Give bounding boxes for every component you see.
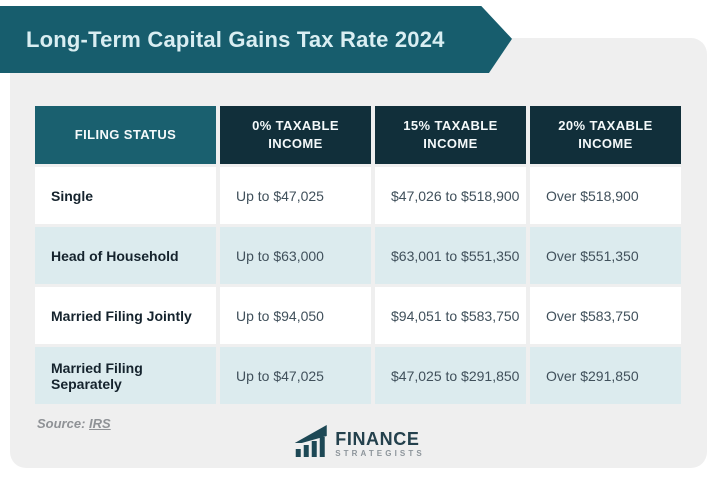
source-note: Source: IRS (37, 416, 111, 431)
content-card: FILING STATUS 0% TAXABLE INCOME 15% TAXA… (10, 38, 707, 468)
page-title: Long-Term Capital Gains Tax Rate 2024 (26, 26, 445, 52)
cell-filing-status: Married Filing Separately (35, 347, 216, 404)
header-20-percent: 20% TAXABLE INCOME (530, 106, 681, 164)
cell-15-percent: $63,001 to $551,350 (375, 227, 526, 284)
tax-rate-table: FILING STATUS 0% TAXABLE INCOME 15% TAXA… (35, 106, 681, 404)
logo-subbrand-text: STRATEGISTS (335, 448, 425, 458)
source-label: Source: (37, 416, 86, 431)
cell-filing-status: Single (35, 167, 216, 224)
cell-15-percent: $47,025 to $291,850 (375, 347, 526, 404)
bar-chart-arrow-icon (292, 423, 328, 464)
cell-0-percent: Up to $63,000 (220, 227, 371, 284)
cell-filing-status: Head of Household (35, 227, 216, 284)
header-15-percent: 15% TAXABLE INCOME (375, 106, 526, 164)
cell-0-percent: Up to $47,025 (220, 347, 371, 404)
source-link[interactable]: IRS (89, 416, 111, 431)
cell-0-percent: Up to $47,025 (220, 167, 371, 224)
title-banner: Long-Term Capital Gains Tax Rate 2024 (0, 6, 512, 73)
cell-0-percent: Up to $94,050 (220, 287, 371, 344)
logo-wordmark: FINANCE STRATEGISTS (335, 430, 425, 458)
cell-20-percent: Over $551,350 (530, 227, 681, 284)
cell-20-percent: Over $291,850 (530, 347, 681, 404)
cell-20-percent: Over $583,750 (530, 287, 681, 344)
logo-brand-text: FINANCE (335, 428, 420, 449)
cell-15-percent: $94,051 to $583,750 (375, 287, 526, 344)
header-0-percent: 0% TAXABLE INCOME (220, 106, 371, 164)
header-filing-status: FILING STATUS (35, 106, 216, 164)
cell-filing-status: Married Filing Jointly (35, 287, 216, 344)
cell-20-percent: Over $518,900 (530, 167, 681, 224)
finance-strategists-logo: FINANCE STRATEGISTS (292, 423, 425, 464)
cell-15-percent: $47,026 to $518,900 (375, 167, 526, 224)
